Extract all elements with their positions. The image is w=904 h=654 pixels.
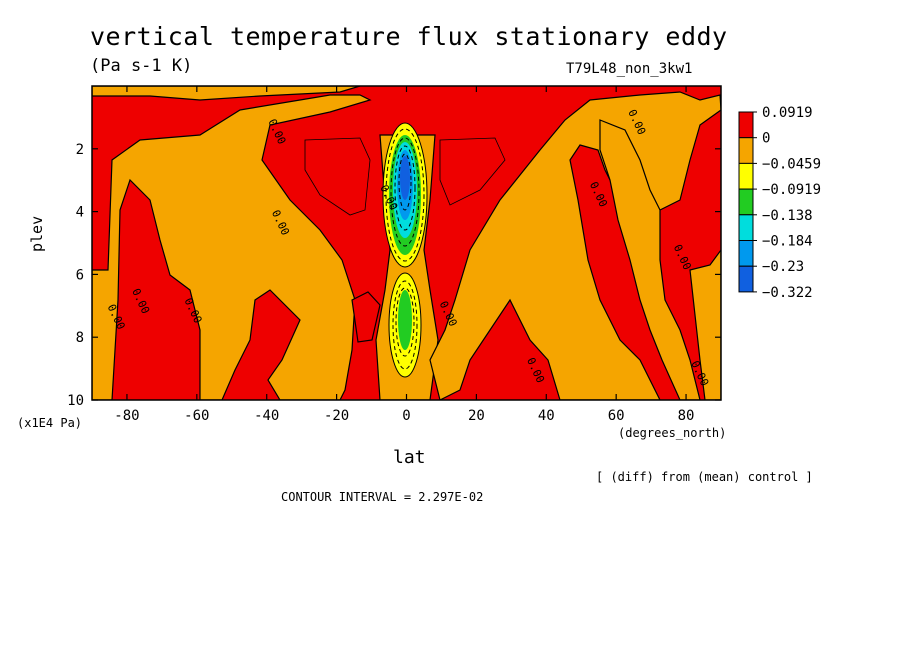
field-region-strong-negative	[382, 122, 428, 378]
colorbar-label: −0.138	[762, 208, 813, 224]
chart-title: vertical temperature flux stationary edd…	[90, 22, 728, 51]
diff-note: [ (diff) from (mean) control ]	[596, 470, 813, 484]
y-axis-units: (x1E4 Pa)	[17, 416, 83, 430]
run-label: T79L48_non_3kw1	[566, 61, 693, 77]
x-tick-label: 40	[538, 408, 555, 424]
colorbar-swatch	[738, 111, 754, 139]
colorbar: 0.0919 0 −0.0459 −0.0919 −0.138 −0.184 −0.23 −0…	[738, 105, 821, 301]
colorbar-label: −0.0919	[762, 182, 821, 198]
y-tick-label: 8	[76, 330, 84, 346]
y-tick-label: 2	[76, 142, 84, 158]
y-tick-label: 4	[76, 205, 84, 221]
x-tick-label: 80	[678, 408, 695, 424]
contour-interval: CONTOUR INTERVAL = 2.297E-02	[281, 490, 484, 504]
x-tick-label: -60	[184, 408, 209, 424]
x-tick-label: -20	[324, 408, 349, 424]
x-axis-units: (degrees_north)	[618, 426, 727, 440]
field-contour-lines	[304, 137, 506, 216]
x-tick-label: -40	[254, 408, 279, 424]
x-tick-label: 0	[402, 408, 410, 424]
x-axis-label: lat	[393, 447, 426, 468]
y-tick-label: 6	[76, 267, 84, 283]
contour-field: 0.000.000.000.000.000.000.000.000.000.00…	[92, 86, 721, 400]
x-tick-label: 20	[468, 408, 485, 424]
colorbar-label: 0	[762, 131, 770, 147]
chart-units: (Pa s-1 K)	[90, 56, 193, 76]
colorbar-label: −0.23	[762, 259, 804, 275]
y-axis: 2 4 6 8 10	[67, 142, 721, 409]
colorbar-label: −0.184	[762, 234, 813, 250]
colorbar-label: −0.0459	[762, 156, 821, 172]
colorbar-swatch	[738, 137, 754, 164]
colorbar-label: 0.0919	[762, 105, 813, 121]
colorbar-swatch	[738, 240, 754, 267]
colorbar-swatch	[738, 265, 754, 293]
colorbar-swatch	[738, 214, 754, 242]
x-tick-label: -80	[114, 408, 139, 424]
x-tick-label: 60	[608, 408, 625, 424]
x-axis: -80 -60 -40 -20 0 20 40 60 80	[114, 86, 694, 424]
y-tick-label: 10	[67, 393, 84, 409]
colorbar-swatch	[738, 162, 754, 190]
colorbar-label: −0.322	[762, 285, 813, 301]
colorbar-swatch	[738, 188, 754, 216]
